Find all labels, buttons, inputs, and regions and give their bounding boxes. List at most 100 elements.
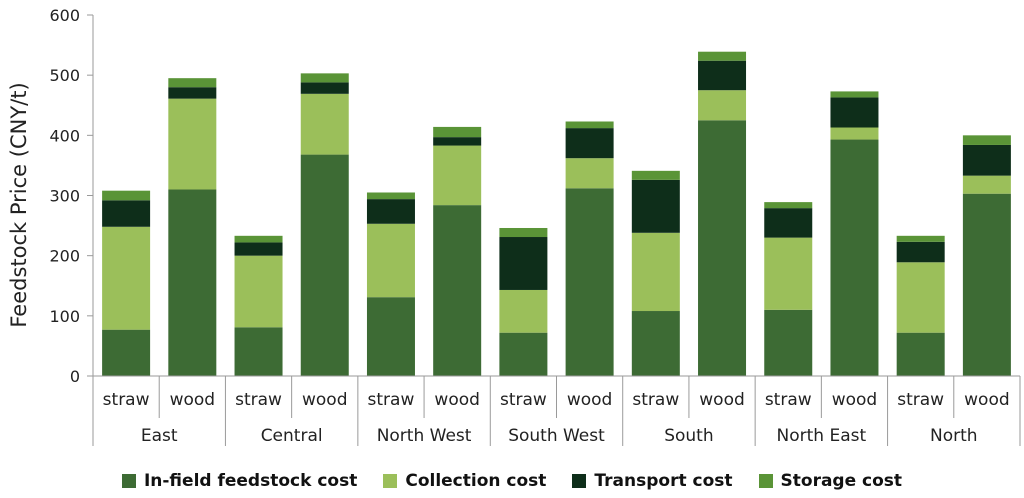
bar-segment-2 [962,175,1011,194]
bar-segment-2 [168,98,217,190]
bar-segment-2 [300,93,349,155]
bar-segment-4 [830,91,879,98]
legend-swatch-collection [383,474,398,488]
legend-swatch-transport [572,474,587,488]
bar-segment-2 [565,158,614,189]
bar-segment-3 [764,208,813,238]
y-tick-label: 600 [49,6,80,25]
x-subcategory-label: straw [368,390,415,410]
bar-segment-1 [962,193,1011,376]
bar-segment-3 [631,179,680,233]
x-group-label: North West [377,426,472,446]
bar-segment-4 [698,51,747,61]
bar-segment-4 [764,202,813,209]
x-subcategory-label: straw [765,390,812,410]
bar-segment-1 [234,327,283,376]
bar-segment-4 [896,235,945,242]
bar-segment-1 [433,205,482,376]
bar-segment-3 [962,144,1011,176]
bar-segment-4 [102,190,151,201]
bar-segment-2 [896,262,945,333]
x-group-label: South [664,426,713,446]
x-subcategory-label: wood [964,390,1010,410]
x-subcategory-label: straw [235,390,282,410]
y-tick-label: 400 [49,126,80,145]
bar-segment-3 [830,97,879,128]
bar-segment-2 [499,289,548,333]
bar-segment-3 [896,241,945,263]
bar-segment-3 [234,242,283,256]
x-subcategory-label: straw [897,390,944,410]
bars [102,51,1011,377]
bar-segment-4 [433,126,482,138]
bar-segment-2 [764,237,813,310]
y-tick-label: 300 [49,187,80,206]
bar-segment-1 [300,154,349,376]
x-subcategory-label: wood [699,390,745,410]
legend-label-collection: Collection cost [405,471,547,491]
bar-segment-4 [300,73,349,83]
bar-segment-3 [565,128,614,159]
bar-segment-4 [962,135,1011,145]
y-axis: 0 100 200 300 400 500 600 [49,6,94,386]
bar-segment-3 [300,82,349,94]
bar-segment-2 [234,255,283,328]
x-subcategory-label: wood [170,390,216,410]
bar-segment-1 [631,311,680,376]
bar-segment-3 [433,137,482,146]
x-group-label: North East [777,426,867,446]
legend-swatch-storage [758,474,773,488]
bar-segment-1 [896,332,945,376]
y-tick-label: 0 [70,367,80,386]
bar-segment-1 [102,329,151,376]
bar-segment-4 [366,192,415,200]
x-subcategory-label: straw [632,390,679,410]
bar-segment-1 [565,188,614,376]
x-axis: straw wood straw wood straw wood straw wood stra… [92,375,1021,446]
x-subcategory-label: wood [567,390,613,410]
x-subcategory-label: wood [302,390,348,410]
legend-item-in-field: In-field feedstock cost [121,471,358,491]
bar-segment-4 [234,235,283,243]
bar-segment-3 [698,60,747,91]
x-subcategory-label: straw [103,390,150,410]
bar-segment-2 [366,223,415,298]
y-tick-label: 500 [49,66,80,85]
x-group-label: East [141,426,178,446]
bar-segment-2 [433,145,482,206]
bar-segment-4 [168,78,217,88]
bar-segment-2 [631,232,680,312]
x-subcategory-label: wood [832,390,878,410]
y-axis-label: Feedstock Price (CNY/t) [7,82,31,327]
bar-segment-2 [830,127,879,140]
legend-swatch-in-field [121,474,136,488]
x-group-label: South West [508,426,605,446]
bar-segment-1 [698,120,747,377]
bar-segment-3 [102,200,151,227]
bar-segment-3 [366,199,415,224]
bar-segment-4 [565,121,614,129]
legend-item-storage: Storage cost [758,471,903,491]
bar-segment-2 [102,226,151,330]
bar-segment-1 [764,309,813,376]
x-group-label: Central [261,426,323,446]
bar-segment-1 [499,332,548,376]
bar-segment-4 [631,170,680,180]
bar-segment-2 [698,90,747,121]
x-subcategory-label: straw [500,390,547,410]
legend: In-field feedstock cost Collection cost … [0,466,1024,496]
x-subcategory-label: wood [434,390,480,410]
bar-segment-1 [366,297,415,376]
legend-item-transport: Transport cost [572,471,733,491]
bar-segment-4 [499,227,548,238]
legend-label-transport: Transport cost [594,471,733,491]
legend-item-collection: Collection cost [383,471,546,491]
legend-label-storage: Storage cost [780,471,903,491]
bar-segment-1 [168,189,217,376]
bar-segment-3 [499,237,548,290]
y-tick-label: 200 [49,247,80,266]
bar-segment-3 [168,87,217,99]
bar-segment-1 [830,139,879,376]
legend-label-in-field: In-field feedstock cost [143,471,358,491]
x-group-label: North [930,426,978,446]
